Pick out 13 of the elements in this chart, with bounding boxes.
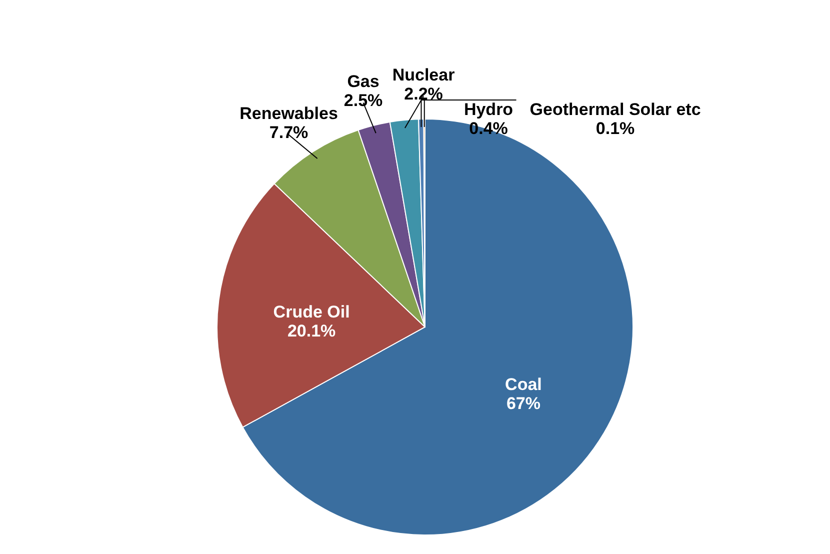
slice-label: Crude Oil	[273, 302, 350, 322]
data-label: 0.1%	[596, 119, 635, 138]
slice-label: Coal	[505, 375, 542, 394]
data-label: 2.5%	[344, 90, 383, 110]
data-label: 67%	[506, 394, 540, 414]
slice-label: Nuclear	[392, 65, 456, 84]
data-label: 2.2%	[404, 84, 443, 104]
slice-label: Geothermal Solar etc	[530, 100, 701, 119]
slice-label: Renewables	[240, 104, 338, 123]
data-label: 7.7%	[269, 122, 308, 142]
slice-label: Gas	[347, 72, 380, 91]
slice-label: Hydro	[464, 100, 514, 120]
data-label: 20.1%	[287, 321, 336, 340]
